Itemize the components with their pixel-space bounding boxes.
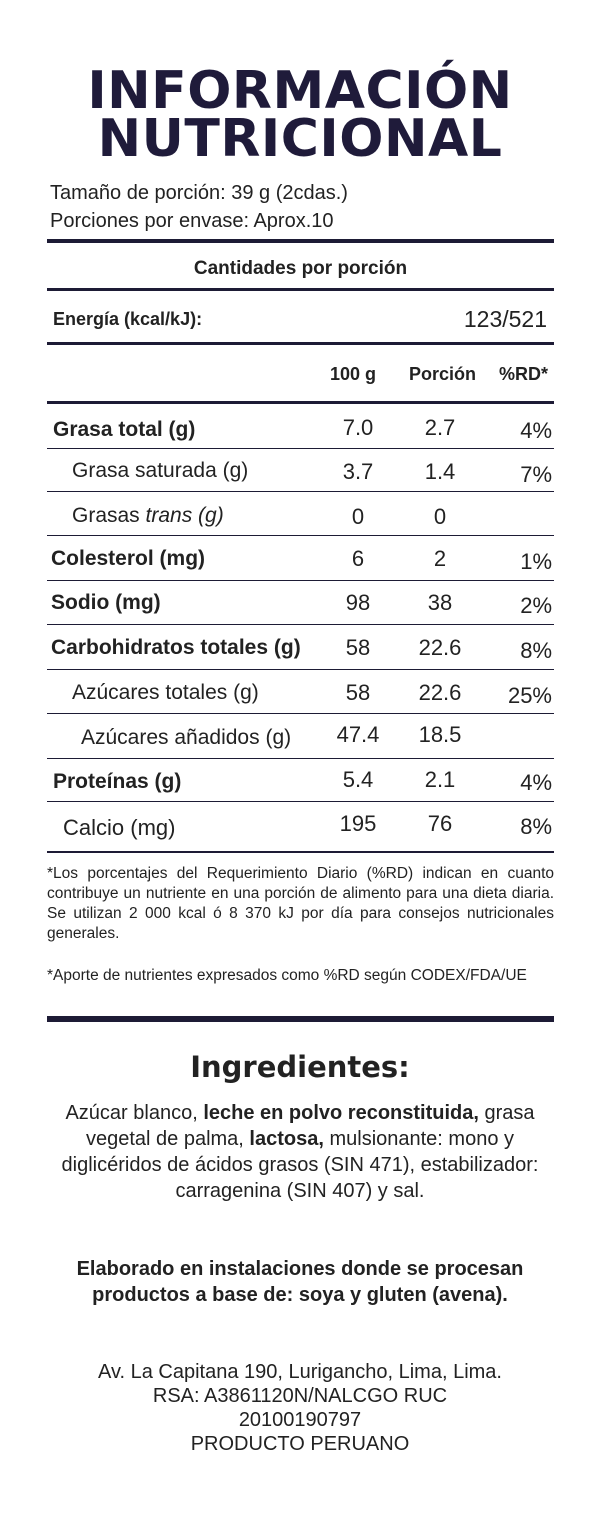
column-header-portion: Porción: [409, 364, 477, 384]
nutrient-name: Colesterol (mg): [51, 547, 206, 570]
value-100g: 0: [351, 504, 365, 529]
column-header-100g: 100 g: [330, 364, 377, 384]
divider: [47, 288, 554, 291]
value-100g: 5.4: [342, 767, 374, 792]
row-divider: [47, 491, 554, 492]
nutrient-name: Sodio (mg): [51, 591, 161, 614]
value-portion: 18.5: [418, 722, 462, 747]
divider: [47, 401, 554, 404]
allergen-note: Elaborado en instalaciones donde se proc…: [76, 1258, 524, 1306]
nutrient-name: Grasas trans (g): [72, 504, 224, 527]
value-100g: 6: [351, 546, 365, 571]
energy-value: 123/521: [463, 306, 547, 332]
value-rd: 7%: [520, 462, 552, 487]
divider: [47, 851, 554, 853]
value-100g: 195: [339, 811, 377, 836]
value-portion: 2.7: [424, 415, 456, 440]
ingredients-text: Azúcar blanco, leche en polvo reconstitu…: [61, 1102, 539, 1202]
title-line-1: INFORMACIÓN: [87, 61, 513, 121]
amounts-header: Cantidades por porción: [193, 258, 408, 279]
divider: [47, 239, 554, 243]
rd-footnote: *Los porcentajes del Requerimiento Diari…: [47, 865, 554, 942]
value-portion: 2: [433, 546, 447, 571]
value-portion: 0: [433, 504, 447, 529]
row-divider: [47, 624, 554, 625]
value-100g: 7.0: [342, 415, 374, 440]
energy-label: Energía (kcal/kJ):: [53, 309, 203, 329]
bottom-divider: [47, 1016, 554, 1022]
row-divider: [47, 758, 554, 759]
value-rd: 2%: [520, 593, 552, 618]
row-divider: [47, 535, 554, 536]
address-line-1: Av. La Capitana 190, Lurigancho, Lima, L…: [98, 1361, 502, 1383]
value-100g: 3.7: [342, 459, 374, 484]
title-line-2: NUTRICIONAL: [97, 109, 503, 169]
source-footnote: *Aporte de nutrientes expresados como %R…: [47, 967, 527, 984]
nutrient-name: Calcio (mg): [63, 815, 176, 840]
value-portion: 2.1: [424, 767, 456, 792]
origin-label: PRODUCTO PERUANO: [190, 1433, 410, 1455]
ingredients-title: Ingredientes:: [190, 1050, 410, 1084]
nutrient-name: Azúcares totales (g): [72, 681, 259, 704]
address-line-3: 20100190797: [238, 1409, 362, 1431]
row-divider: [47, 801, 554, 802]
value-rd: 4%: [520, 418, 552, 443]
value-100g: 58: [345, 680, 371, 705]
value-100g: 47.4: [336, 722, 380, 747]
row-divider: [47, 448, 554, 449]
value-rd: 8%: [520, 814, 552, 839]
value-rd: 25%: [507, 683, 552, 708]
value-100g: 98: [345, 590, 371, 615]
divider: [47, 342, 554, 345]
nutrient-name: Grasa total (g): [53, 418, 196, 441]
row-divider: [47, 580, 554, 581]
nutrient-name: Proteínas (g): [53, 770, 182, 793]
value-portion: 38: [427, 590, 453, 615]
nutrient-name: Azúcares añadidos (g): [81, 726, 292, 749]
value-portion: 76: [427, 811, 453, 836]
value-portion: 22.6: [418, 635, 462, 660]
row-divider: [47, 713, 554, 714]
address-line-2: RSA: A3861120N/NALCGO RUC: [152, 1385, 448, 1407]
row-divider: [47, 669, 554, 670]
value-portion: 1.4: [424, 459, 456, 484]
value-rd: 8%: [520, 638, 552, 663]
value-rd: 4%: [520, 770, 552, 795]
nutrient-name: Grasa saturada (g): [72, 459, 249, 482]
nutrient-name: Carbohidratos totales (g): [51, 636, 301, 659]
value-100g: 58: [345, 635, 371, 660]
value-portion: 22.6: [418, 680, 462, 705]
serving-size: Tamaño de porción: 39 g (2cdas.): [50, 182, 348, 204]
value-rd: 1%: [520, 549, 552, 574]
column-header-rd: %RD*: [499, 364, 549, 384]
servings-per-package: Porciones por envase: Aprox.10: [50, 210, 334, 232]
